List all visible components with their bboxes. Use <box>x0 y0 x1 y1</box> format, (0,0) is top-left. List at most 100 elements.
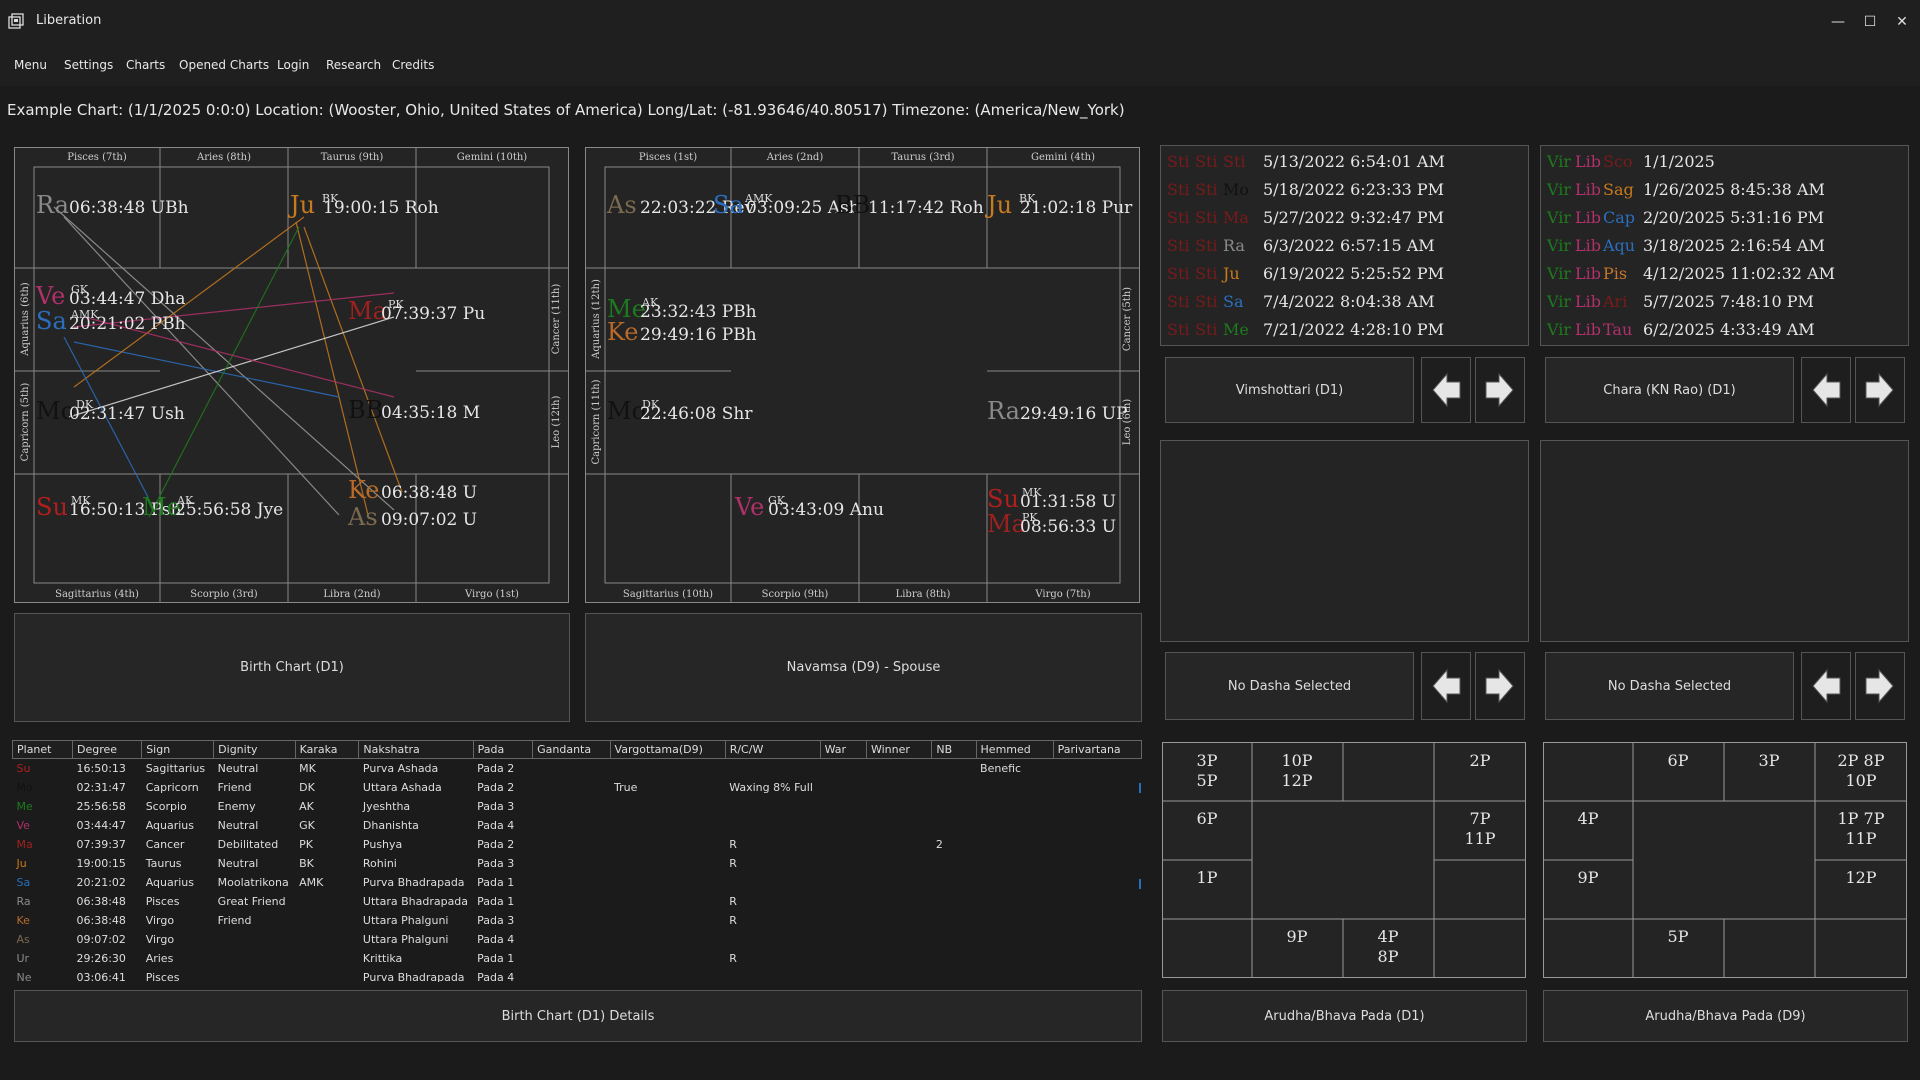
planet-details-table[interactable]: Planet Degree Sign Dignity Karaka Nakshatra Pa… <box>12 740 1142 982</box>
table-row[interactable]: Ma 07:39:37 Cancer Debilitated PK Pushya Pada … <box>13 835 1142 854</box>
planet-degree: 03:09:25 Asb <box>746 198 860 218</box>
dasha-row[interactable]: Sti Sti Ju 6/19/2022 5:25:52 PM <box>1167 264 1444 283</box>
dasha-row[interactable]: Sti Sti Ma 5/27/2022 9:32:47 PM <box>1167 208 1444 227</box>
dasha-row[interactable]: Sti Sti Mo 5/18/2022 6:23:33 PM <box>1167 180 1444 199</box>
dasha1-sub-next-button[interactable] <box>1475 652 1525 720</box>
dasha-row[interactable]: Vir Lib Cap 2/20/2025 5:31:16 PM <box>1547 208 1824 227</box>
menu-item-opened-charts[interactable]: Opened Charts <box>179 58 270 72</box>
column-header[interactable]: Hemmed <box>975 740 1054 759</box>
dasha-row[interactable]: Vir Lib Aqu 3/18/2025 2:16:54 AM <box>1547 236 1825 255</box>
table-row[interactable]: Ju 19:00:15 Taurus Neutral BK Rohini Pada 3 R <box>13 854 1142 873</box>
arudha-pada-d1-button[interactable]: Arudha/Bhava Pada (D1) <box>1162 990 1527 1042</box>
column-header[interactable]: Nakshatra <box>358 740 474 759</box>
dasha2-no-selection[interactable]: No Dasha Selected <box>1545 652 1794 720</box>
column-header[interactable]: Planet <box>12 740 74 759</box>
column-header[interactable]: Parivartana <box>1052 740 1142 759</box>
close-button[interactable]: ✕ <box>1896 14 1908 30</box>
arrow-right-icon <box>1485 372 1514 408</box>
planet-su[interactable]: Su 01:31:58 UMK <box>987 485 1116 513</box>
table-row[interactable]: As 09:07:02 Virgo Uttara Phalguni Pada 4 <box>13 930 1142 949</box>
dasha-row[interactable]: Vir Lib Pis 4/12/2025 11:02:32 AM <box>1547 264 1835 283</box>
table-row[interactable]: Su 16:50:13 Sagittarius Neutral MK Purva Asha… <box>13 759 1142 779</box>
planet-ke[interactable]: Ke 06:38:48 U <box>348 476 477 504</box>
dasha1-sub-prev-button[interactable] <box>1421 652 1471 720</box>
dasha-row[interactable]: Sti Sti Sa 7/4/2022 8:04:38 AM <box>1167 292 1435 311</box>
minimize-button[interactable]: — <box>1831 14 1845 30</box>
chara-dasha-list[interactable]: Vir Lib Sco 1/1/2025 Vir Lib Sag 1/26/2025 8:45… <box>1540 145 1909 346</box>
dasha-row[interactable]: Sti Sti Me 7/21/2022 4:28:10 PM <box>1167 320 1444 339</box>
table-row[interactable]: Ve 03:44:47 Aquarius Neutral GK Dhanishta Pada… <box>13 816 1142 835</box>
arudha-pada-d9-button[interactable]: Arudha/Bhava Pada (D9) <box>1543 990 1908 1042</box>
column-header[interactable]: Winner <box>865 740 933 759</box>
table-cell: DK <box>299 781 315 794</box>
dasha-row[interactable]: Vir Lib Sag 1/26/2025 8:45:38 AM <box>1547 180 1825 199</box>
column-header[interactable]: NB <box>931 740 977 759</box>
table-row[interactable]: Ra 06:38:48 Pisces Great Friend Uttara Bhadr… <box>13 892 1142 911</box>
menu-item-settings[interactable]: Settings <box>64 58 114 72</box>
birth-chart-details-button[interactable]: Birth Chart (D1) Details <box>14 990 1142 1042</box>
table-row[interactable]: Ur 29:26:30 Aries Krittika Pada 1 R <box>13 949 1142 968</box>
menu-item-research[interactable]: Research <box>326 58 382 72</box>
menu-item-charts[interactable]: Charts <box>126 58 166 72</box>
vimshottari-dasha-list[interactable]: Sti Sti Sti 5/13/2022 6:54:01 AM Sti Sti Mo 5/1… <box>1160 145 1529 346</box>
dasha2-next-button[interactable] <box>1855 357 1905 423</box>
menu-item-login[interactable]: Login <box>277 58 310 72</box>
dasha1-next-button[interactable] <box>1475 357 1525 423</box>
planet-ke[interactable]: Ke 29:49:16 PBh <box>607 318 757 346</box>
column-header[interactable]: Karaka <box>294 740 360 759</box>
dasha-row[interactable]: Vir Lib Tau 6/2/2025 4:33:49 AM <box>1547 320 1815 339</box>
planet-as[interactable]: As 22:03:22 Rev <box>606 191 755 219</box>
navamsa-chart-caption-button[interactable]: Navamsa (D9) - Spouse <box>585 613 1142 722</box>
menu-item-credits[interactable]: Credits <box>392 58 435 72</box>
chara-dasha-select[interactable]: Chara (KN Rao) (D1) <box>1545 357 1794 423</box>
column-header[interactable]: Degree <box>72 740 143 759</box>
planet-ra[interactable]: Ra 06:38:48 UBh <box>36 191 189 219</box>
dasha-row[interactable]: Sti Sti Sti 5/13/2022 6:54:01 AM <box>1167 152 1445 171</box>
menu-item-menu[interactable]: Menu <box>14 58 47 72</box>
column-header[interactable]: Vargottama(D9) <box>609 740 726 759</box>
column-header[interactable]: Dignity <box>213 740 296 759</box>
navamsa-chart-d9[interactable]: Pisces (1st) Aries (2nd) Taurus (3rd) Gemin… <box>585 147 1140 603</box>
dasha2-sub-prev-button[interactable] <box>1801 652 1851 720</box>
table-row[interactable]: Mo 02:31:47 Capricorn Friend DK Uttara Ashada… <box>13 778 1142 797</box>
table-row[interactable]: Sa 20:21:02 Aquarius Moolatrikona AMK Purva B… <box>13 873 1142 892</box>
planet-ra[interactable]: Ra 29:49:16 UP <box>987 397 1128 425</box>
column-header[interactable]: R/C/W <box>724 740 821 759</box>
table-row[interactable]: Ke 06:38:48 Virgo Friend Uttara Phalguni Pada… <box>13 911 1142 930</box>
dasha-row[interactable]: Vir Lib Ari 5/7/2025 7:48:10 PM <box>1547 292 1814 311</box>
column-header[interactable]: War <box>819 740 867 759</box>
maximize-button[interactable]: ☐ <box>1863 14 1877 30</box>
planet-as[interactable]: As 09:07:02 U <box>347 503 477 531</box>
dasha2-prev-button[interactable] <box>1801 357 1851 423</box>
table-row[interactable]: Ne 03:06:41 Pisces Purva Bhadrapada Pada 4 <box>13 968 1142 982</box>
dasha2-sub-next-button[interactable] <box>1855 652 1905 720</box>
dasha-row[interactable]: Vir Lib Sco 1/1/2025 <box>1547 152 1715 171</box>
column-header[interactable]: Gandanta <box>532 740 611 759</box>
column-header[interactable]: Pada <box>472 740 534 759</box>
dasha-row[interactable]: Sti Sti Ra 6/3/2022 6:57:15 AM <box>1167 236 1435 255</box>
birth-chart-d1[interactable]: Pisces (7th) Aries (8th) Taurus (9th) Gemin… <box>14 147 569 603</box>
dasha1-no-selection[interactable]: No Dasha Selected <box>1165 652 1414 720</box>
dasha1-prev-button[interactable] <box>1421 357 1471 423</box>
column-header[interactable]: Sign <box>141 740 215 759</box>
table-row[interactable]: Me 25:56:58 Scorpio Enemy AK Jyeshtha Pada 3 <box>13 797 1142 816</box>
birth-chart-caption-button[interactable]: Birth Chart (D1) <box>14 613 570 722</box>
vimshottari-dasha-select[interactable]: Vimshottari (D1) <box>1165 357 1414 423</box>
